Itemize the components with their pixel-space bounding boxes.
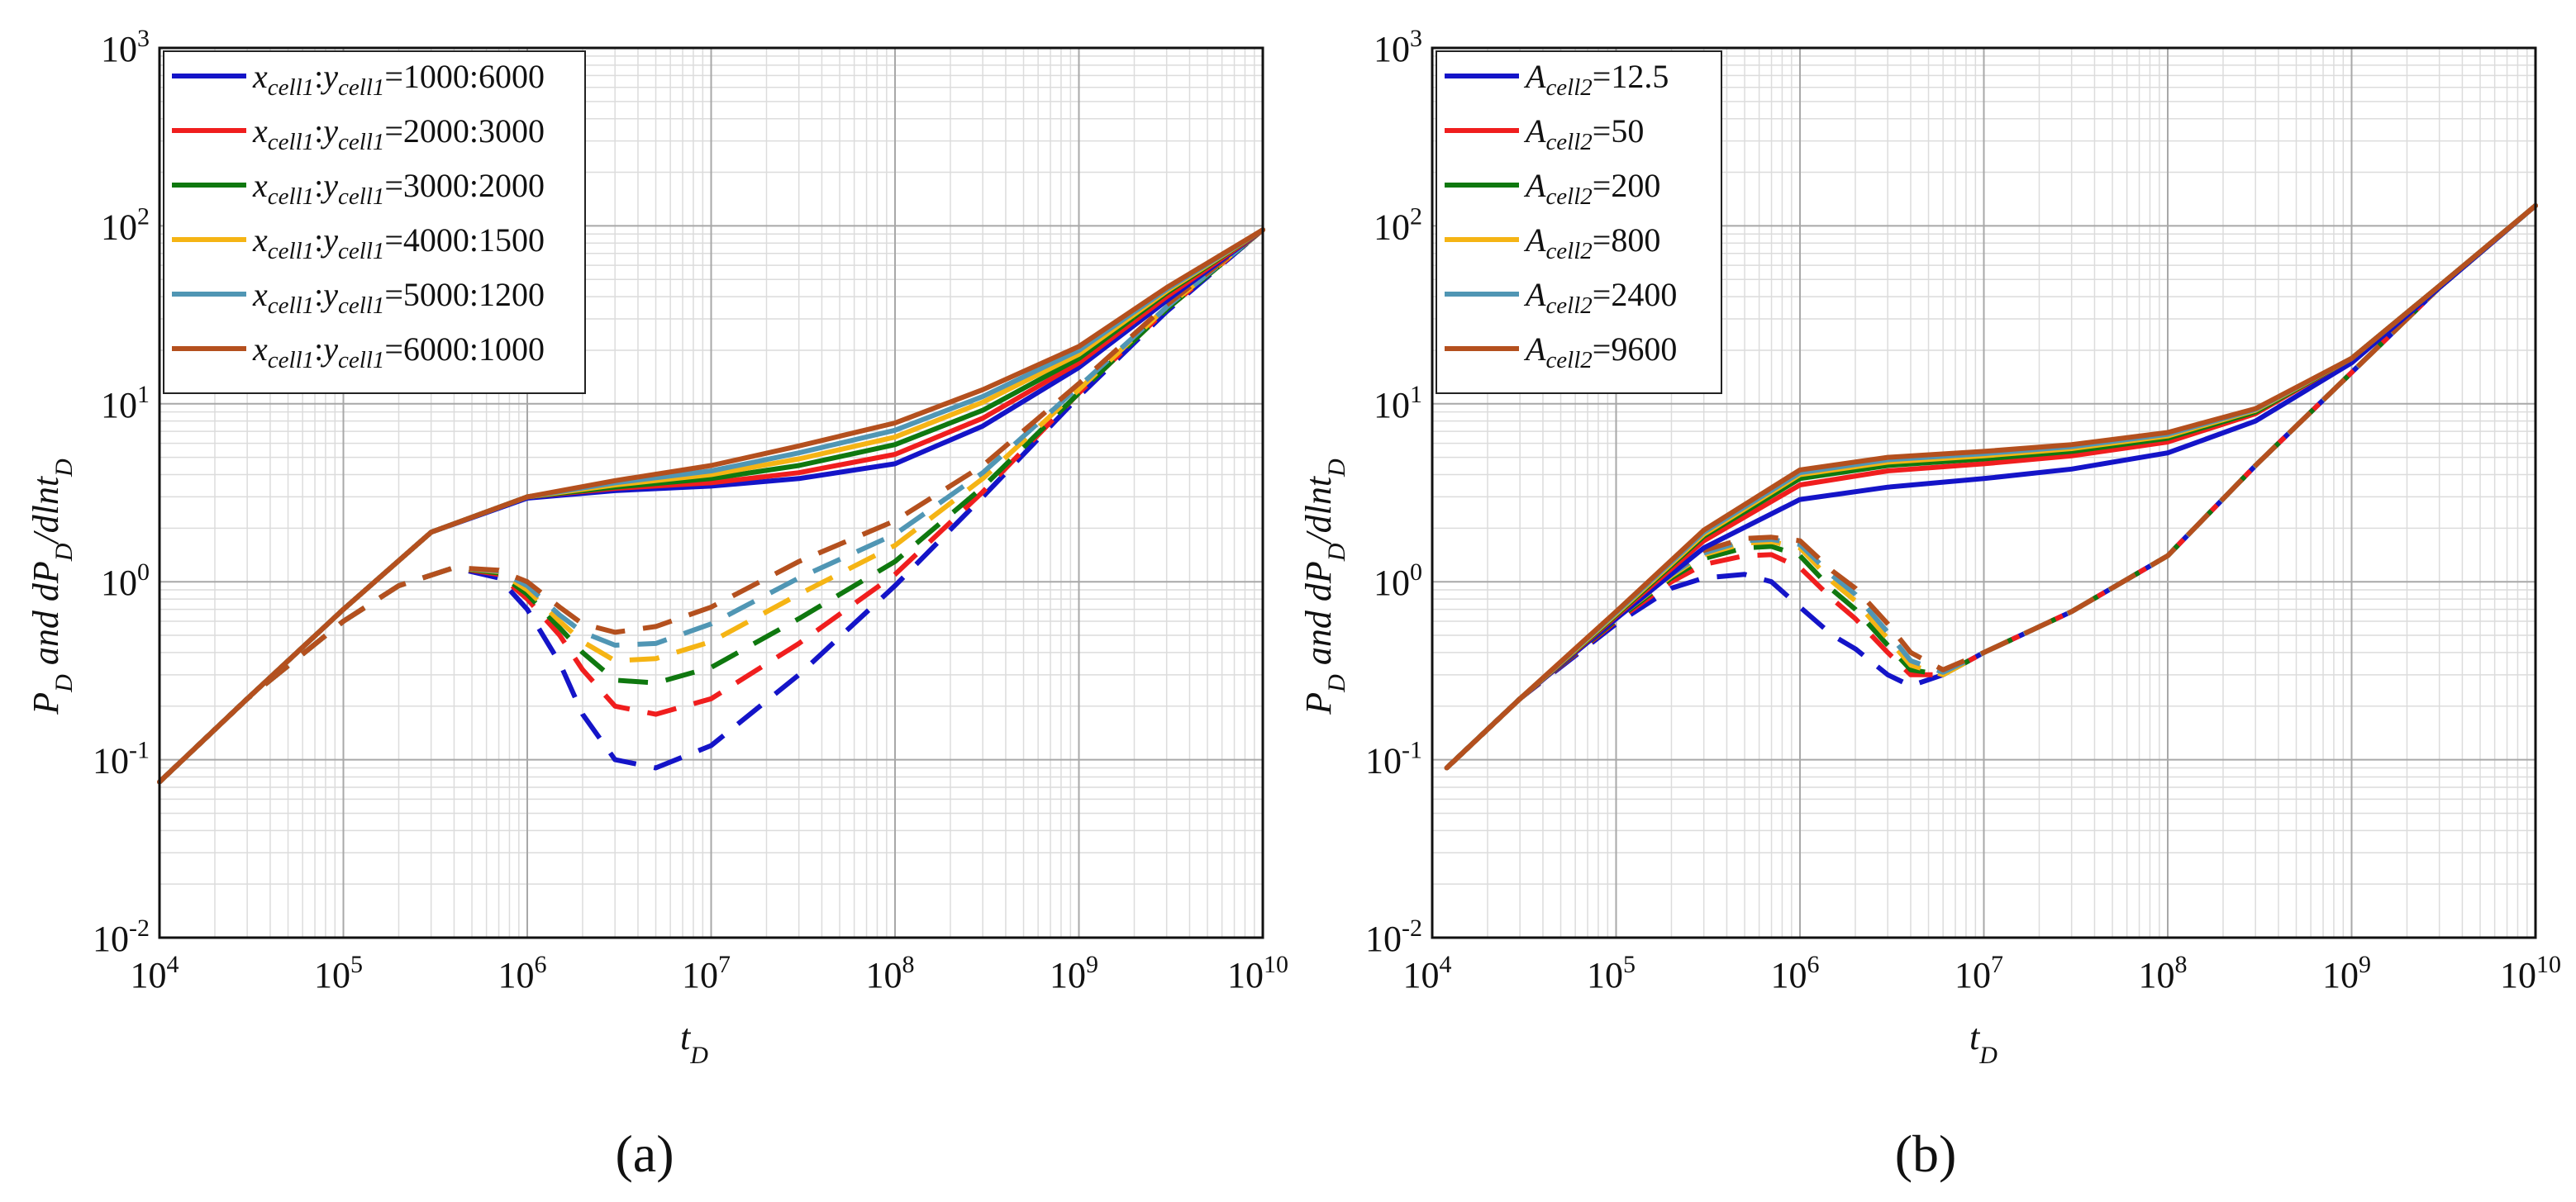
x-tick-label: 105 bbox=[1587, 951, 1636, 995]
panel-label-b: (b) bbox=[1895, 1124, 1957, 1183]
series-derivative-5 bbox=[157, 227, 1264, 784]
x-tick-label: 109 bbox=[2322, 951, 2371, 995]
legend-box bbox=[1436, 50, 1722, 394]
plot-frame bbox=[1431, 46, 2537, 939]
axes-frame-a bbox=[158, 46, 1264, 939]
x-tick-label: 104 bbox=[1403, 951, 1452, 995]
legend-b: Acell2=12.5 Acell2=50 Acell2=200 Acell2=800… bbox=[1436, 50, 1722, 394]
legend-entry: xcell1:ycell1=6000:1000 bbox=[252, 330, 545, 373]
y-tick-label: 102 bbox=[1374, 202, 1422, 247]
axes-frame-b bbox=[1431, 46, 2537, 939]
x-tick-label: 1010 bbox=[2500, 951, 2561, 995]
series-pressure-5 bbox=[1444, 202, 2538, 771]
x-tick-label: 106 bbox=[1771, 951, 1820, 995]
legend-entry: Acell2=2400 bbox=[1523, 276, 1677, 319]
y-tick-label: 100 bbox=[1374, 558, 1422, 603]
legend-entry: xcell1:ycell1=2000:3000 bbox=[252, 112, 545, 155]
legend-a: xcell1:ycell1=1000:6000 xcell1:ycell1=200… bbox=[163, 50, 586, 394]
y-tick-label: 101 bbox=[1374, 381, 1422, 425]
panel-label-a: (a) bbox=[615, 1124, 674, 1183]
legend-entry: Acell2=50 bbox=[1523, 112, 1644, 155]
y-axis-label-a: PD and dPD/dlntD bbox=[26, 458, 78, 715]
y-tick-label: 10-1 bbox=[1365, 737, 1422, 782]
x-tick-label: 108 bbox=[2139, 951, 2188, 995]
y-tick-label: 101 bbox=[101, 381, 150, 425]
y-axis-label-b: PD and dPD/dlntD bbox=[1298, 458, 1350, 715]
y-tick-label: 103 bbox=[101, 25, 150, 69]
x-tick-label: 109 bbox=[1050, 951, 1098, 995]
tick-labels-a: 104 105 106 107 108 109 1010 10-2 10-1 100 101 102 1… bbox=[93, 25, 1288, 995]
x-tick-label: 108 bbox=[866, 951, 915, 995]
y-tick-label: 102 bbox=[101, 202, 150, 247]
legend-entry: xcell1:ycell1=4000:1500 bbox=[252, 221, 545, 264]
y-tick-label: 100 bbox=[101, 558, 150, 603]
legend-entry: xcell1:ycell1=1000:6000 bbox=[252, 58, 545, 101]
x-tick-label: 107 bbox=[1955, 951, 2003, 995]
chart-panel-a: 104 105 106 107 108 109 1010 10-2 10-1 100 101 102 1… bbox=[26, 25, 1288, 1183]
y-tick-label: 10-2 bbox=[93, 915, 150, 959]
legend-entry: xcell1:ycell1=3000:2000 bbox=[252, 167, 545, 210]
x-tick-label: 107 bbox=[682, 951, 731, 995]
x-tick-label: 105 bbox=[314, 951, 363, 995]
legend-entry: xcell1:ycell1=5000:1200 bbox=[252, 276, 545, 319]
x-tick-label: 104 bbox=[131, 951, 179, 995]
legend-entry: Acell2=200 bbox=[1523, 167, 1660, 210]
y-tick-label: 103 bbox=[1374, 25, 1422, 69]
legend-entry: Acell2=9600 bbox=[1523, 330, 1677, 373]
legend-entry: Acell2=800 bbox=[1523, 221, 1660, 264]
tick-labels-b: 104 105 106 107 108 109 1010 10-2 10-1 100 101 102 1… bbox=[1365, 25, 2561, 995]
y-tick-label: 10-2 bbox=[1365, 915, 1422, 959]
x-tick-label: 106 bbox=[498, 951, 547, 995]
y-tick-label: 10-1 bbox=[93, 737, 150, 782]
chart-panel-b: 104 105 106 107 108 109 1010 10-2 10-1 100 101 102 1… bbox=[1298, 25, 2561, 1183]
series-a bbox=[157, 227, 1265, 785]
legend-entry: Acell2=12.5 bbox=[1523, 58, 1669, 101]
series-b bbox=[1444, 202, 2538, 771]
x-tick-label: 1010 bbox=[1227, 951, 1288, 995]
x-axis-label-b: tD bbox=[1969, 1017, 1997, 1069]
plot-frame bbox=[158, 46, 1264, 939]
legend-box bbox=[163, 50, 586, 394]
x-axis-label-a: tD bbox=[680, 1017, 708, 1069]
series-pressure-5 bbox=[157, 227, 1265, 785]
